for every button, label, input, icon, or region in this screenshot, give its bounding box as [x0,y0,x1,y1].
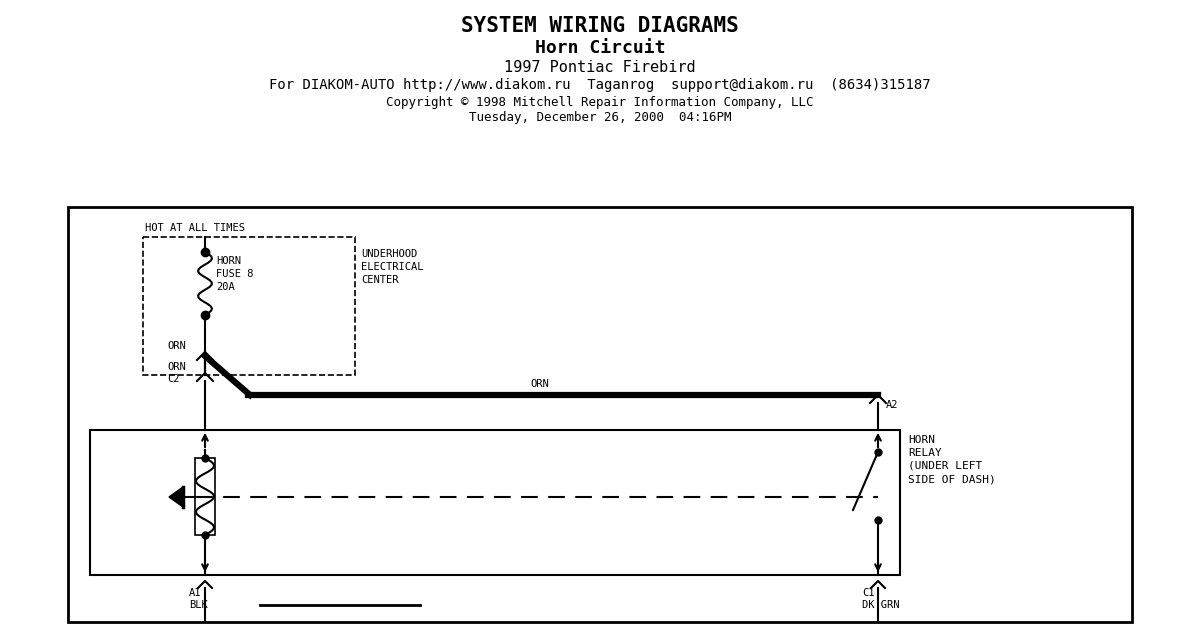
Text: UNDERHOOD: UNDERHOOD [361,249,418,259]
Text: RELAY: RELAY [908,448,942,458]
Text: HORN: HORN [216,256,241,266]
Text: 1997 Pontiac Firebird: 1997 Pontiac Firebird [504,60,696,75]
Text: SYSTEM WIRING DIAGRAMS: SYSTEM WIRING DIAGRAMS [461,16,739,36]
Text: Horn Circuit: Horn Circuit [535,39,665,57]
Bar [194,458,215,535]
Text: ELECTRICAL: ELECTRICAL [361,262,424,272]
Polygon shape [169,487,182,507]
Bar [143,237,355,375]
Text: HORN: HORN [908,435,935,445]
Text: FUSE 8: FUSE 8 [216,269,253,279]
Text: C2: C2 [167,374,180,384]
Text: C1: C1 [862,588,875,598]
Text: BLK: BLK [190,600,208,610]
Text: DK GRN: DK GRN [862,600,900,610]
Text: A1: A1 [190,588,202,598]
Bar [90,430,900,575]
Text: A2: A2 [886,400,899,410]
Text: ORN: ORN [167,362,186,372]
Text: For DIAKOM-AUTO http://www.diakom.ru  Taganrog  support@diakom.ru  (8634)315187: For DIAKOM-AUTO http://www.diakom.ru Tag… [269,78,931,92]
Text: CENTER: CENTER [361,275,398,285]
Text: HOT AT ALL TIMES: HOT AT ALL TIMES [145,223,245,233]
Text: SIDE OF DASH): SIDE OF DASH) [908,474,996,484]
Text: ORN: ORN [167,341,186,351]
Text: ORN: ORN [530,379,550,389]
Bar [68,207,1132,622]
Text: Copyright © 1998 Mitchell Repair Information Company, LLC: Copyright © 1998 Mitchell Repair Informa… [386,96,814,109]
Text: (UNDER LEFT: (UNDER LEFT [908,461,983,471]
Text: Tuesday, December 26, 2000  04:16PM: Tuesday, December 26, 2000 04:16PM [469,111,731,124]
Text: 20A: 20A [216,282,235,292]
